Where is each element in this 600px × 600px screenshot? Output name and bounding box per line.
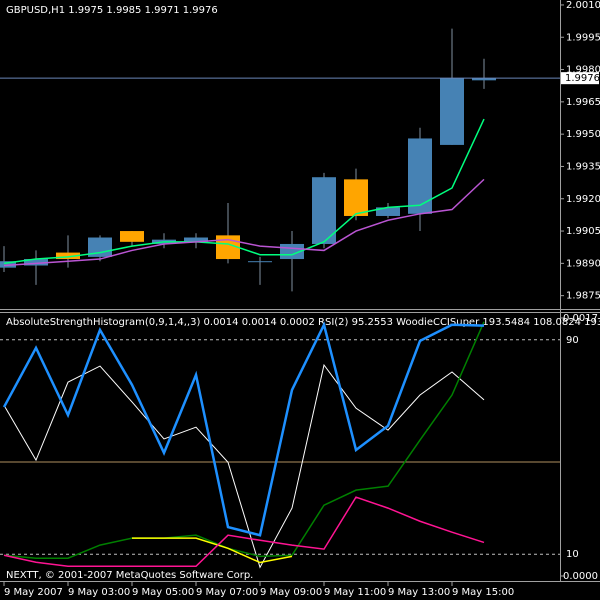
y-tick-label: 1.9950 <box>566 129 600 140</box>
y-tick-label: 1.9875 <box>566 291 600 302</box>
footer: NEXTT, © 2001-2007 MetaQuotes Software C… <box>6 570 253 581</box>
candle-body <box>472 78 496 81</box>
candle-body <box>120 231 144 242</box>
candle-body <box>184 237 208 242</box>
candle-body <box>248 261 272 263</box>
price-tag-label: 1.9976 <box>565 73 600 84</box>
x-tick-label: 9 May 03:00 <box>68 587 130 598</box>
candle-body <box>408 138 432 214</box>
x-tick-label: 9 May 09:00 <box>260 587 322 598</box>
chart-title: GBPUSD,H1 1.9975 1.9985 1.9971 1.9976 <box>6 5 218 16</box>
price-panel <box>0 28 496 292</box>
x-tick-label: 9 May 05:00 <box>132 587 194 598</box>
x-tick-label: 9 May 11:00 <box>324 587 386 598</box>
candle-body <box>376 207 400 216</box>
candle-body <box>312 177 336 244</box>
line-series <box>2 321 485 537</box>
y-tick-label: 1.9905 <box>566 226 600 237</box>
candle-body <box>24 259 48 266</box>
x-tick-label: 9 May 2007 <box>4 587 63 598</box>
y-tick-label: 1.9890 <box>566 258 600 269</box>
line-series <box>3 118 485 265</box>
y2-tick-label: 0.0000 <box>563 571 598 582</box>
y-tick-label: 1.9980 <box>566 65 600 76</box>
x-tick-label: 9 May 13:00 <box>388 587 450 598</box>
y-tick-label: 1.9965 <box>566 97 600 108</box>
indicator-panel <box>2 321 485 569</box>
candle-body <box>344 179 368 216</box>
line-series <box>3 321 485 559</box>
line-series <box>3 178 485 267</box>
indicator-title: AbsoluteStrengthHistogram(0,9,1,4,,3) 0.… <box>6 317 600 328</box>
candle-body <box>56 252 80 260</box>
y-tick-label: 10 <box>566 549 579 560</box>
candle-body <box>0 261 16 268</box>
line-series <box>132 537 293 564</box>
y-tick-label: 2.0010 <box>566 0 600 11</box>
x-tick-label: 9 May 15:00 <box>452 587 514 598</box>
y2-tick-label: 0.0017 <box>563 313 598 324</box>
x-tick-label: 9 May 07:00 <box>196 587 258 598</box>
candle-body <box>440 78 464 145</box>
price-tag <box>561 72 599 85</box>
y-tick-label: 1.9935 <box>566 161 600 172</box>
y-tick-label: 1.9995 <box>566 32 600 43</box>
y-tick-label: 90 <box>566 335 579 346</box>
line-series <box>3 496 485 568</box>
y-tick-label: 1.9920 <box>566 194 600 205</box>
